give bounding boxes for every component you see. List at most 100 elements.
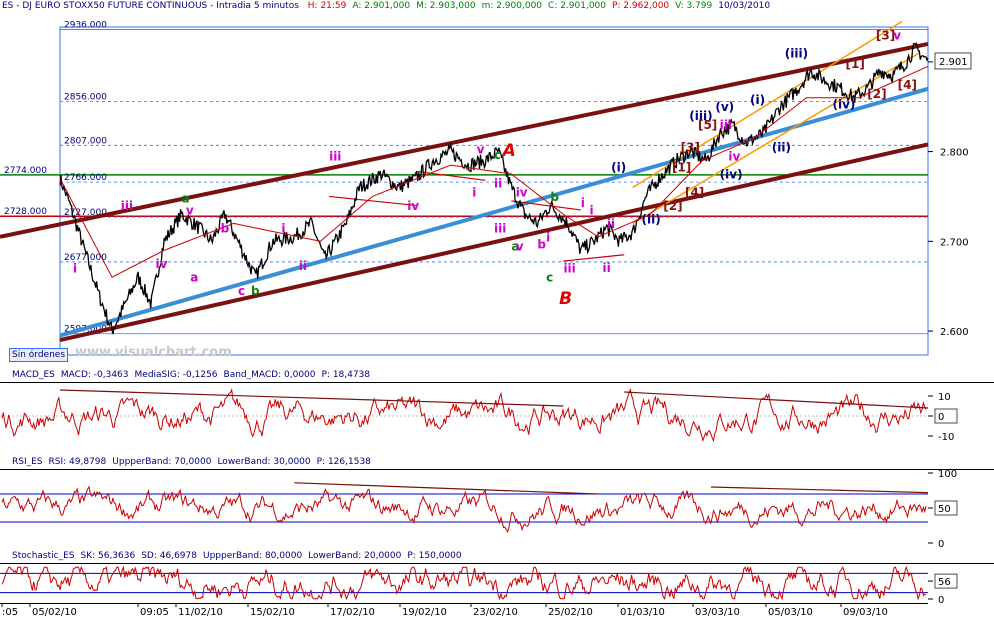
wave-label: v (893, 28, 901, 42)
price-header: ES - DJ EURO STOXX50 FUTURE CONTINUOUS -… (0, 0, 994, 13)
divergence-line (59, 389, 564, 407)
header-field: C: 2.901,000 (548, 1, 607, 11)
wave-label-A: A (501, 141, 516, 161)
time-axis-label: 05/02/10 (32, 607, 77, 618)
sin-ordenes-button[interactable]: Sin órdenes (9, 348, 69, 362)
stochastic-panel[interactable]: 56 0 (0, 563, 994, 603)
wave-label: [3] (681, 141, 700, 155)
current-price-box (934, 52, 972, 70)
indicator-name: Stochastic_ES (12, 551, 75, 561)
watermark: www.visualchart.com (75, 345, 232, 360)
level-label: 2728.000 (4, 207, 47, 217)
wave-label: i (581, 196, 585, 210)
sin-ordenes-label: Sin órdenes (12, 350, 66, 360)
time-axis-label: 03/03/10 (695, 607, 740, 618)
wave-label: c (494, 148, 501, 162)
wave-label: v (477, 142, 485, 156)
wave-label: [5] (698, 118, 717, 132)
wave-label: iii (563, 262, 575, 276)
wave-label: iii (494, 221, 506, 235)
header-field: P: 2.962,000 (612, 1, 670, 11)
right-axis-label: 2.600 (940, 327, 969, 338)
wave-label: b (550, 190, 559, 204)
orange-channel-lower (632, 52, 920, 225)
header-field: UppperBand: 80,0000 (202, 551, 303, 561)
time-axis-label: 25/02/10 (548, 607, 593, 618)
header-field: SD: 46,6978 (141, 551, 197, 561)
wave-label: b (537, 238, 546, 252)
right-axis-label: 2.800 (940, 148, 969, 159)
level-label: 2766.000 (64, 173, 107, 183)
wave-label: [2] (867, 87, 886, 101)
stoch-header: Stochastic_ES SK: 56,3636 SD: 46,6978 Upppe… (0, 550, 994, 563)
trend-segment (563, 254, 625, 262)
wave-label: iii (121, 199, 133, 213)
header-field: SK: 56,3636 (80, 551, 136, 561)
value-box (934, 500, 958, 516)
wave-label: iv (516, 185, 528, 199)
right-axis-label: 100 (938, 469, 957, 480)
header-field: V: 3.799 (675, 1, 713, 11)
wave-label: a (190, 271, 198, 285)
wave-label: b (251, 284, 260, 298)
wave-label: c (238, 284, 245, 298)
wave-label: (iv) (833, 98, 856, 112)
level-label: 2936.000 (64, 21, 107, 31)
macd-panel[interactable]: 10 0 -10 (0, 382, 994, 450)
wave-label: (v) (715, 100, 734, 114)
wave-label: c (546, 271, 553, 285)
indicator-series-line (1, 387, 927, 443)
wave-label: ii (607, 217, 615, 231)
divergence-line (624, 391, 929, 409)
wave-label: a (182, 192, 190, 206)
right-axis-label: 0 (938, 595, 944, 603)
wave-label: [2] (663, 199, 682, 213)
trend-segment (329, 195, 416, 207)
right-axis-label: 2.700 (940, 237, 969, 248)
wave-label: [4] (898, 78, 917, 92)
trend-segment (415, 170, 486, 181)
header-field: RSI: 49,8798 (48, 457, 107, 467)
macd-fields: MACD_ES MACD: -0,3463 MediaSIG: -0,1256 Ban… (12, 370, 376, 380)
header-field: P: 126,1538 (316, 457, 371, 467)
wave-label: i (546, 230, 550, 244)
rsi-header: RSI_ES RSI: 49,8798 UppperBand: 70,0000 Low… (0, 456, 994, 469)
wave-label-B: B (559, 289, 572, 309)
time-axis-label: 19/02/10 (402, 607, 447, 618)
header-field: H: 21:59 (307, 1, 347, 11)
wave-label: (iii) (689, 109, 712, 123)
wave-label: iv (155, 257, 167, 271)
wave-label: [1] (846, 57, 865, 71)
rsi-panel[interactable]: 100 50 0 (0, 469, 994, 547)
watermark-text: www.visualchart.com (75, 345, 232, 360)
level-label: 2807.000 (64, 136, 107, 146)
header-field: P: 18,4738 (321, 370, 371, 380)
wave-label: (iv) (720, 168, 743, 182)
blue-trend-line (59, 86, 929, 338)
wave-label: ii (603, 261, 611, 275)
time-axis-label: 15/02/10 (250, 607, 295, 618)
time-axis-label: 09:05 (140, 607, 169, 618)
level-label: 2856.000 (64, 92, 107, 102)
right-axis-label: 56 (938, 577, 951, 588)
rsi-fields: RSI_ES RSI: 49,8798 UppperBand: 70,0000 Low… (12, 457, 377, 467)
level-label: 2727.000 (64, 208, 107, 218)
header-field: m: 2.900,000 (481, 1, 543, 11)
wave-label: [4] (685, 185, 704, 199)
level-label: 2774.000 (4, 166, 47, 176)
time-axis: :05 05/02/10 09:05 11/02/10 15/02/10 17/02/10… (0, 603, 928, 618)
current-price-label: 2.901 (939, 57, 968, 68)
wave-label: b (221, 221, 230, 235)
indicator-series-line (1, 565, 927, 601)
time-axis-label: 23/02/10 (473, 607, 518, 618)
symbol-title: ES - DJ EURO STOXX50 FUTURE CONTINUOUS -… (2, 1, 299, 11)
wave-label: i (281, 221, 285, 235)
wave-label: [3] (876, 28, 895, 42)
header-field: A: 2.901,000 (352, 1, 411, 11)
wave-label: (ii) (772, 141, 791, 155)
upper-channel-line (0, 41, 929, 239)
trend-segment (511, 200, 581, 211)
price-frame (59, 26, 929, 356)
price-panel[interactable]: 2936.000 2856.000 2807.000 2774.000 2766.000… (0, 13, 994, 365)
